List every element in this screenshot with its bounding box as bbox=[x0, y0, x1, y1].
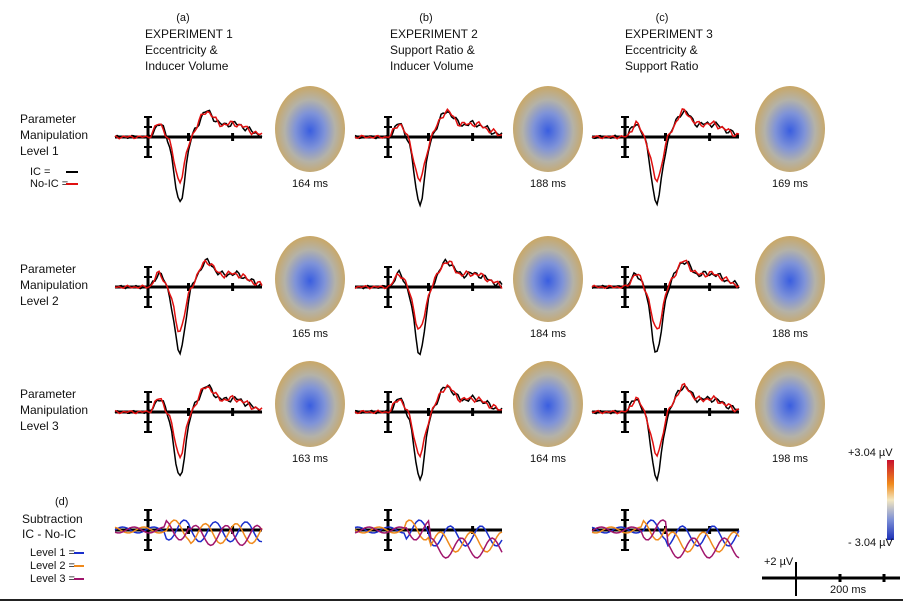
scalp-map bbox=[275, 86, 345, 172]
scalp-map bbox=[755, 236, 825, 322]
scale-amplitude: +2 µV bbox=[764, 556, 794, 568]
column-title: Eccentricity & bbox=[625, 43, 698, 57]
waveform-ic bbox=[355, 387, 502, 480]
waveform-no-ic bbox=[355, 109, 502, 181]
legend-ic: IC = bbox=[30, 166, 50, 178]
subtraction-legend: Level 2 = bbox=[30, 560, 75, 572]
latency: 169 ms bbox=[772, 178, 809, 190]
column-title: Eccentricity & bbox=[145, 43, 218, 57]
waveform-ic bbox=[115, 259, 262, 354]
waveform-no-ic bbox=[355, 261, 502, 329]
column-title: Inducer Volume bbox=[145, 59, 229, 73]
latency: 188 ms bbox=[772, 328, 809, 340]
scalp-map bbox=[513, 86, 583, 172]
colorbar-max: +3.04 µV bbox=[848, 447, 893, 459]
waveform-ic bbox=[115, 385, 262, 475]
row-label: Manipulation bbox=[20, 278, 88, 292]
waveform-no-ic bbox=[592, 384, 739, 456]
scalp-map bbox=[513, 361, 583, 447]
scalp-map bbox=[275, 236, 345, 322]
waveform-ic bbox=[592, 110, 739, 204]
latency: 188 ms bbox=[530, 178, 567, 190]
scalp-map bbox=[755, 86, 825, 172]
latency: 184 ms bbox=[530, 328, 567, 340]
column-title: EXPERIMENT 1 bbox=[145, 27, 233, 41]
latency: 164 ms bbox=[292, 178, 329, 190]
waveform-no-ic bbox=[115, 112, 262, 183]
latency: 198 ms bbox=[772, 453, 809, 465]
colorbar-min: - 3.04 µV bbox=[848, 537, 894, 549]
scale-time: 200 ms bbox=[830, 584, 867, 596]
scalp-map bbox=[275, 361, 345, 447]
waveform-ic bbox=[355, 112, 502, 206]
column-title: Support Ratio bbox=[625, 59, 699, 73]
column-letter: (c) bbox=[656, 12, 669, 24]
waveform-no-ic bbox=[115, 387, 262, 458]
latency: 164 ms bbox=[530, 453, 567, 465]
row-label: Manipulation bbox=[20, 128, 88, 142]
subtraction-label: IC - No-IC bbox=[22, 527, 76, 541]
waveform-no-ic bbox=[592, 109, 739, 181]
row-label: Level 2 bbox=[20, 294, 59, 308]
figure: +3.04 µV - 3.04 µV +2 µV 200 ms (d) Subt… bbox=[0, 0, 903, 602]
waveform-no-ic bbox=[115, 261, 262, 332]
column-letter: (a) bbox=[176, 12, 189, 24]
subtraction-legend: Level 3 = bbox=[30, 573, 75, 585]
subtraction-label: Subtraction bbox=[22, 512, 83, 526]
column-title: EXPERIMENT 3 bbox=[625, 27, 713, 41]
column-title: EXPERIMENT 2 bbox=[390, 27, 478, 41]
column-title: Inducer Volume bbox=[390, 59, 474, 73]
scalp-map bbox=[755, 361, 825, 447]
row-label: Level 3 bbox=[20, 419, 59, 433]
latency: 163 ms bbox=[292, 453, 329, 465]
row-label: Parameter bbox=[20, 387, 76, 401]
subtraction-letter: (d) bbox=[55, 496, 68, 508]
row-label: Manipulation bbox=[20, 403, 88, 417]
column-letter: (b) bbox=[419, 12, 432, 24]
row-label: Parameter bbox=[20, 262, 76, 276]
row-label: Level 1 bbox=[20, 144, 59, 158]
row-label: Parameter bbox=[20, 112, 76, 126]
waveform-no-ic bbox=[355, 385, 502, 457]
colorbar bbox=[887, 460, 894, 540]
latency: 165 ms bbox=[292, 328, 329, 340]
scalp-map bbox=[513, 236, 583, 322]
legend-no-ic: No-IC = bbox=[30, 178, 68, 190]
subtraction-legend: Level 1 = bbox=[30, 547, 75, 559]
waveform-no-ic bbox=[592, 260, 739, 328]
column-title: Support Ratio & bbox=[390, 43, 475, 57]
